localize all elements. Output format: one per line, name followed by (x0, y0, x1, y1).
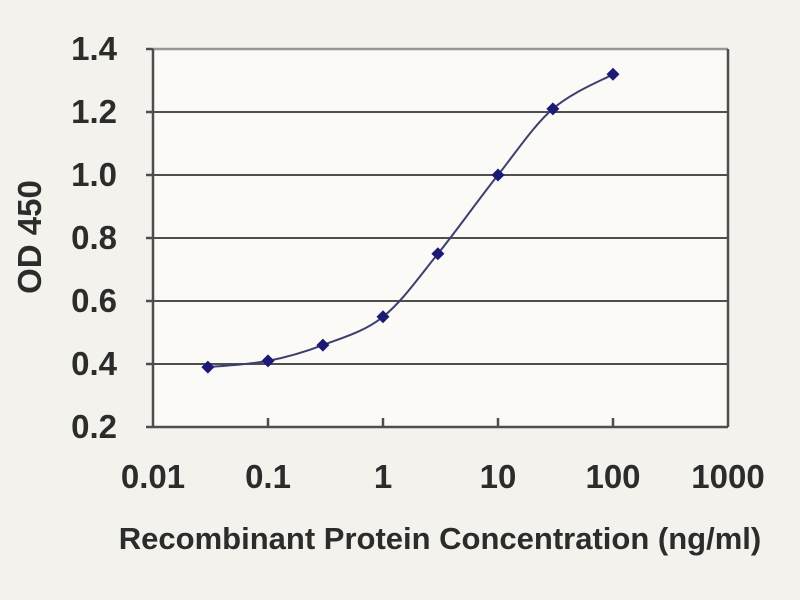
x-tick-label: 10 (479, 458, 517, 495)
x-tick-label: 1000 (691, 458, 765, 495)
y-tick-label: 0.8 (71, 219, 117, 256)
data-point-marker (376, 310, 390, 324)
x-tick-label: 0.1 (245, 458, 291, 495)
x-tick-label: 100 (585, 458, 641, 495)
y-tick-label: 0.4 (71, 345, 117, 382)
y-tick-label: 1.2 (71, 93, 117, 130)
chart-canvas (146, 47, 730, 429)
data-point-marker (431, 247, 445, 261)
data-point-marker (491, 168, 505, 182)
data-point-marker (316, 338, 330, 352)
x-tick-label: 0.01 (120, 458, 186, 495)
y-tick-label: 0.2 (71, 408, 117, 445)
series-line (207, 73, 614, 369)
x-axis-title: Recombinant Protein Concentration (ng/ml… (118, 521, 762, 556)
x-tick-label: 1 (373, 458, 393, 495)
y-tick-label: 1.0 (71, 156, 117, 193)
data-point-marker (261, 354, 275, 368)
y-tick-label: 1.4 (71, 30, 117, 67)
y-tick-label: 0.6 (71, 282, 117, 319)
plot-area (146, 47, 730, 429)
data-point-marker (606, 67, 620, 81)
data-point-marker (201, 360, 215, 374)
data-point-marker (546, 102, 560, 116)
